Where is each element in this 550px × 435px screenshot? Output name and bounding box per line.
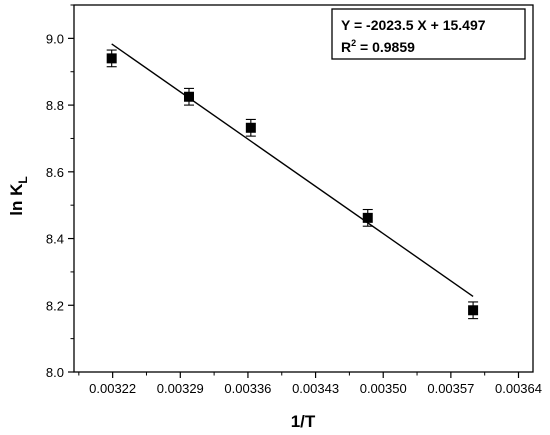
y-axis-title: ln KL: [7, 176, 30, 215]
ticks: [68, 4, 520, 378]
r-squared: R2 = 0.9859: [341, 38, 415, 55]
x-axis-title: 1/T: [291, 412, 316, 431]
x-tick-label: 0.00322: [89, 381, 136, 396]
data-point: [362, 212, 373, 223]
y-tick-label: 8.4: [46, 232, 64, 247]
x-tick-label: 0.00364: [495, 381, 542, 396]
data-point: [106, 53, 117, 64]
data-point: [245, 122, 256, 133]
fit-line: [111, 43, 474, 297]
x-tick-label: 0.00329: [157, 381, 204, 396]
fit-equation: Y = -2023.5 X + 15.497: [341, 17, 486, 33]
y-tick-label: 8.2: [46, 298, 64, 313]
data-points: [106, 49, 479, 320]
y-tick-label: 8.8: [46, 98, 64, 113]
y-tick-label: 8.0: [46, 365, 64, 380]
x-tick-label: 0.00350: [360, 381, 407, 396]
y-tick-label: 9.0: [46, 31, 64, 46]
y-tick-label: 8.6: [46, 165, 64, 180]
x-tick-labels: 0.00322 0.00329 0.00336 0.00343 0.00350 0.003…: [89, 381, 542, 396]
data-point: [183, 91, 194, 102]
annotation-box: [331, 8, 526, 60]
data-point: [468, 305, 479, 316]
x-tick-label: 0.00357: [427, 381, 474, 396]
y-tick-labels: 8.0 8.2 8.4 8.6 8.8 9.0: [46, 31, 64, 380]
x-tick-label: 0.00336: [224, 381, 271, 396]
plot-frame: [73, 4, 534, 373]
x-tick-label: 0.00343: [292, 381, 339, 396]
